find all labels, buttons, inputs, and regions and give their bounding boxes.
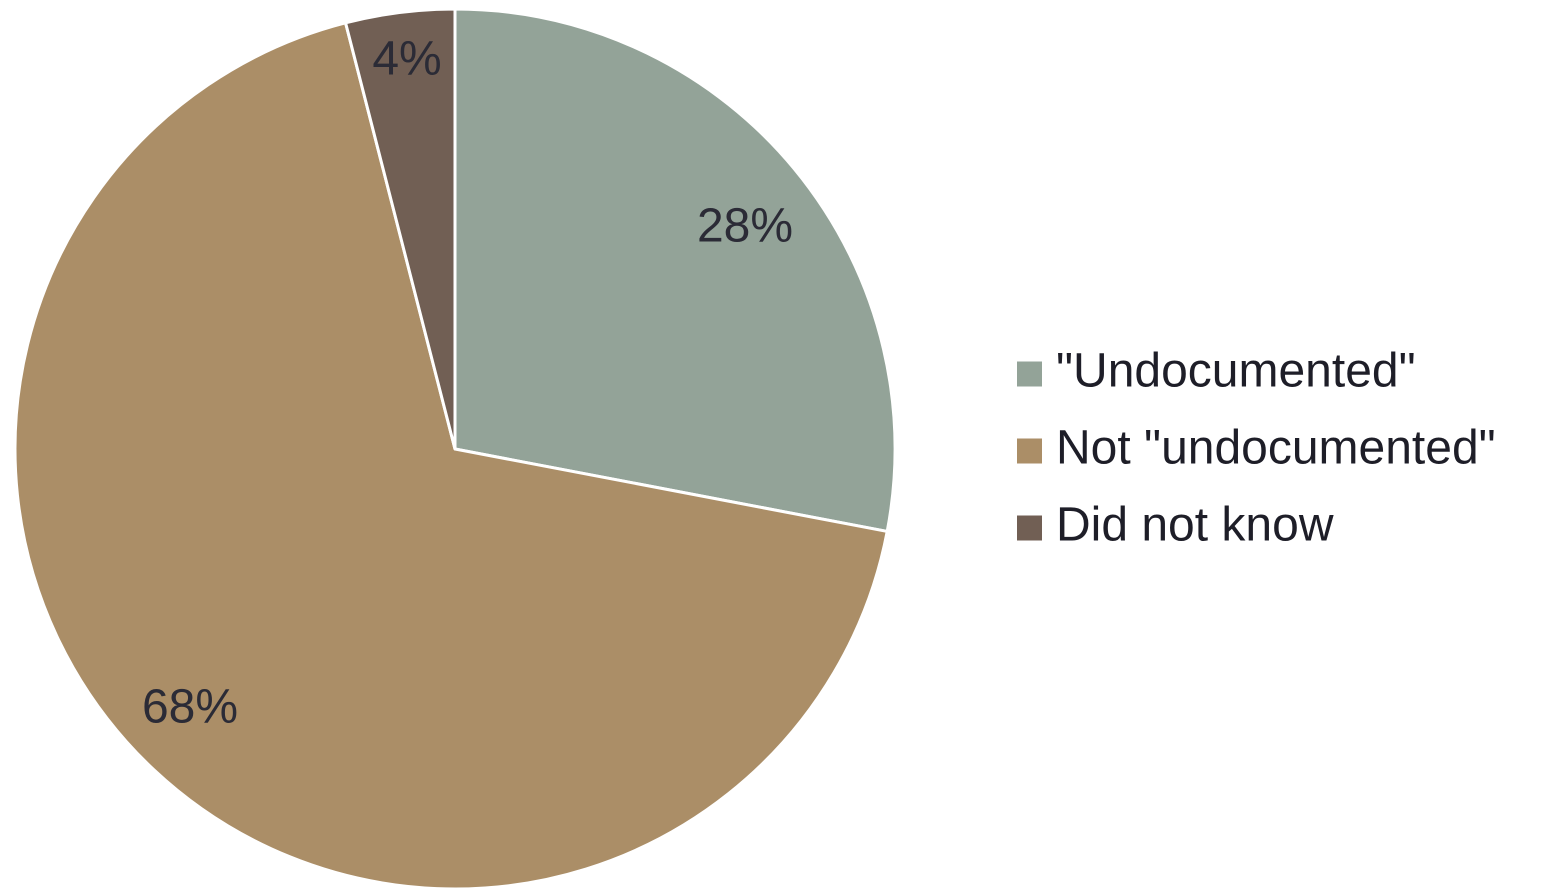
pie-slice-labels: 28% 68% 4% [142, 33, 793, 734]
slice-value-label: 68% [142, 681, 238, 734]
pie-slice-1 [453, 7, 897, 533]
legend-swatch [1017, 361, 1042, 387]
legend-swatch [1017, 515, 1042, 541]
legend: "Undocumented" Not "undocumented" Did not … [1017, 345, 1496, 552]
pie-slices [13, 7, 897, 888]
legend-swatch [1017, 438, 1042, 464]
legend-label: Did not know [1056, 499, 1334, 552]
legend-label: Not "undocumented" [1056, 422, 1496, 475]
pie-slice-2 [13, 21, 889, 888]
pie-slice-3 [344, 7, 457, 451]
legend-label: "Undocumented" [1056, 345, 1416, 398]
slice-value-label: 4% [372, 33, 441, 86]
slice-value-label: 28% [697, 200, 793, 253]
